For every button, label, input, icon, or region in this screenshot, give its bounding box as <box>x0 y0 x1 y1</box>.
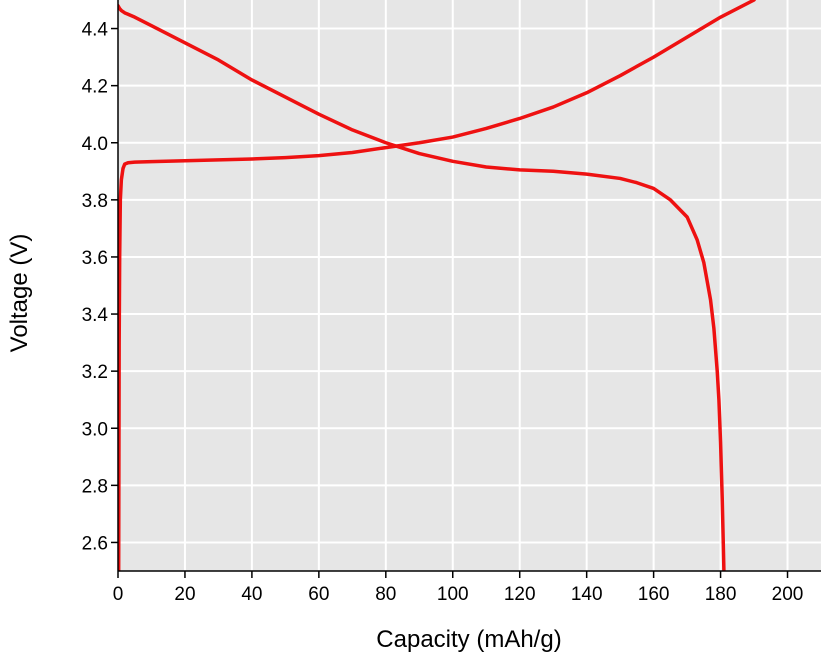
x-tick-label: 20 <box>174 584 195 605</box>
y-tick-label: 4.4 <box>82 20 109 41</box>
y-tick-label: 4.0 <box>82 134 108 155</box>
y-tick-label: 3.6 <box>82 248 108 269</box>
x-tick-label: 60 <box>308 584 329 605</box>
x-tick-label: 120 <box>504 584 536 605</box>
ticks: 0 20 40 60 80 100 120 140 160 180 200 2.6 2.8 3.0 3.2 3… <box>82 20 804 605</box>
x-tick-label: 160 <box>638 584 670 605</box>
x-tick-label: 140 <box>571 584 603 605</box>
y-tick-label: 2.6 <box>82 533 108 554</box>
charge-curve <box>118 0 756 571</box>
x-tick-label: 0 <box>113 584 124 605</box>
y-tick-label: 3.2 <box>82 362 108 383</box>
y-tick-label: 4.2 <box>82 77 108 98</box>
y-tick-label: 2.8 <box>82 476 108 497</box>
y-axis-title: Voltage (V) <box>6 234 33 353</box>
axes <box>117 0 821 572</box>
x-tick-label: 180 <box>705 584 737 605</box>
y-tick-label: 3.8 <box>82 191 108 212</box>
x-tick-label: 200 <box>772 584 804 605</box>
x-tick-label: 40 <box>241 584 262 605</box>
series-layer <box>118 0 756 571</box>
x-tick-label: 100 <box>437 584 469 605</box>
plot-background <box>118 0 821 571</box>
y-tick-label: 3.0 <box>82 419 108 440</box>
x-axis-title: Capacity (mAh/g) <box>376 626 561 653</box>
y-tick-label: 3.4 <box>82 305 109 326</box>
discharge-curve <box>118 3 726 571</box>
x-tick-label: 80 <box>375 584 396 605</box>
